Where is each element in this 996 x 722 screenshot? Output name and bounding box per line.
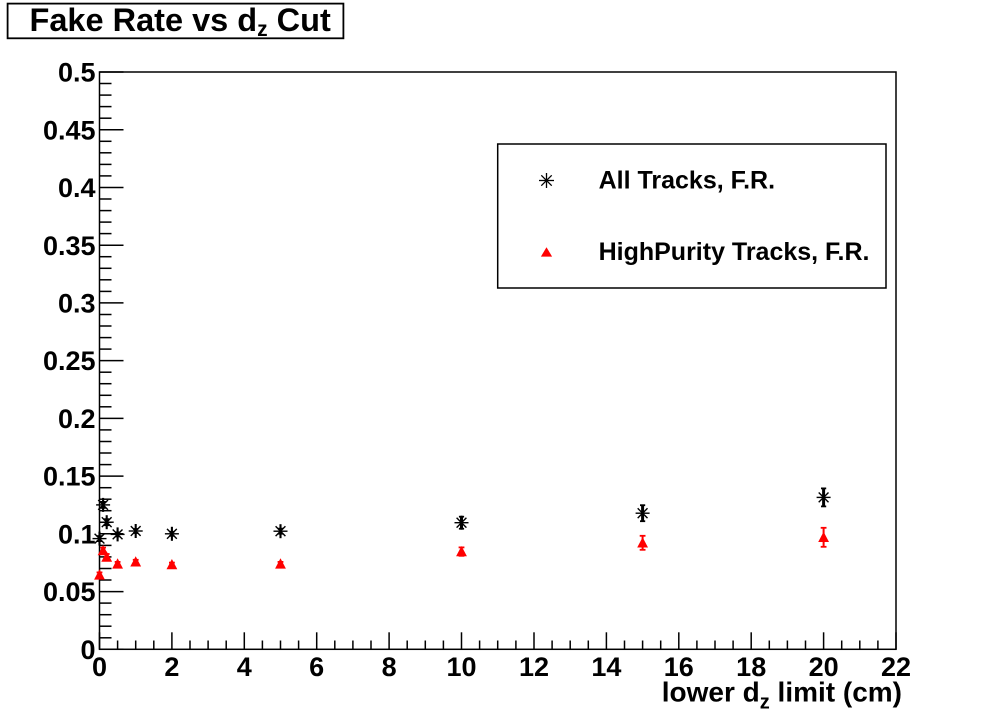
svg-text:0.35: 0.35 xyxy=(43,231,96,261)
svg-text:0.3: 0.3 xyxy=(58,289,96,319)
svg-text:0.45: 0.45 xyxy=(43,115,96,145)
svg-text:lower dz limit (cm): lower dz limit (cm) xyxy=(662,677,902,714)
svg-text:4: 4 xyxy=(237,652,252,682)
svg-text:18: 18 xyxy=(736,652,766,682)
svg-text:12: 12 xyxy=(519,652,549,682)
svg-text:0.15: 0.15 xyxy=(43,462,96,492)
svg-text:22: 22 xyxy=(881,652,911,682)
svg-text:0: 0 xyxy=(92,652,107,682)
svg-text:20: 20 xyxy=(809,652,839,682)
svg-text:0.4: 0.4 xyxy=(58,173,96,203)
svg-text:0.2: 0.2 xyxy=(58,404,96,434)
svg-text:0.25: 0.25 xyxy=(43,346,96,376)
svg-text:16: 16 xyxy=(664,652,694,682)
svg-text:8: 8 xyxy=(382,652,397,682)
svg-text:0.5: 0.5 xyxy=(58,58,96,88)
svg-text:0: 0 xyxy=(80,635,95,665)
svg-text:14: 14 xyxy=(591,652,621,682)
svg-text:All Tracks, F.R.: All Tracks, F.R. xyxy=(599,166,775,194)
svg-text:6: 6 xyxy=(309,652,324,682)
svg-text:10: 10 xyxy=(446,652,476,682)
svg-text:2: 2 xyxy=(164,652,179,682)
svg-text:0.05: 0.05 xyxy=(43,577,96,607)
svg-text:Fake Rate vs dz Cut: Fake Rate vs dz Cut xyxy=(30,2,331,41)
svg-text:0.1: 0.1 xyxy=(58,519,96,549)
svg-text:HighPurity Tracks, F.R.: HighPurity Tracks, F.R. xyxy=(599,238,870,266)
